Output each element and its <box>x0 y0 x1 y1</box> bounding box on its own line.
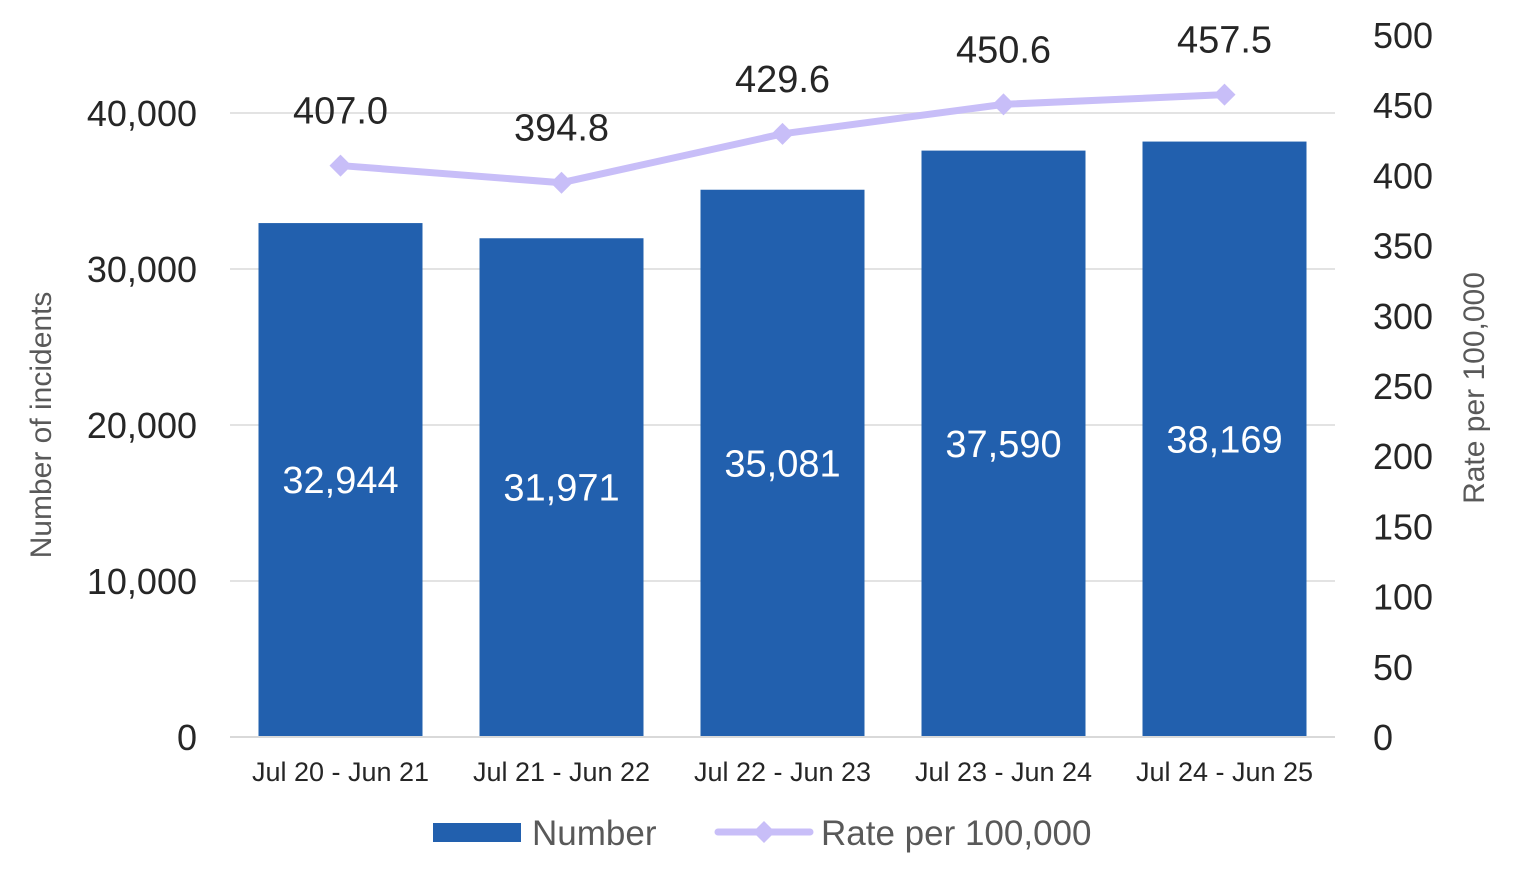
bar-3 <box>700 189 865 738</box>
bar-1 <box>258 223 423 737</box>
y-right-tick-label: 450 <box>1373 85 1433 126</box>
y-right-tick-label: 200 <box>1373 436 1433 477</box>
y-right-tick-label: 50 <box>1373 647 1413 688</box>
x-category-label: Jul 23 - Jun 24 <box>915 757 1092 787</box>
bar-data-label: 32,944 <box>282 460 398 502</box>
bar-data-label: 37,590 <box>945 424 1061 466</box>
rate-marker-1 <box>329 154 352 177</box>
line-data-label: 394.8 <box>514 108 609 150</box>
y-right-tick-label: 350 <box>1373 226 1433 267</box>
legend-label-rate: Rate per 100,000 <box>821 814 1091 853</box>
x-category-label: Jul 21 - Jun 22 <box>473 757 650 787</box>
bar-data-label: 35,081 <box>724 443 840 485</box>
y-right-tick-label: 0 <box>1373 717 1393 758</box>
y-right-tick-label: 500 <box>1373 15 1433 56</box>
x-category-label: Jul 24 - Jun 25 <box>1136 757 1313 787</box>
y-right-tick-label: 300 <box>1373 296 1433 337</box>
y-right-tick-label: 100 <box>1373 577 1433 618</box>
line-data-label: 429.6 <box>735 59 830 101</box>
legend-label-number: Number <box>532 814 657 853</box>
bar-2 <box>479 238 644 738</box>
rate-marker-4 <box>992 93 1015 116</box>
rate-marker-2 <box>550 171 573 194</box>
y-left-tick-label: 20,000 <box>87 405 197 446</box>
y-left-tick-label: 30,000 <box>87 249 197 290</box>
bar-data-label: 38,169 <box>1166 419 1282 461</box>
bar-data-label: 31,971 <box>503 468 619 510</box>
legend-marker-rate <box>753 821 775 843</box>
y-right-tick-label: 250 <box>1373 366 1433 407</box>
line-data-label: 450.6 <box>956 29 1051 71</box>
y-left-tick-label: 40,000 <box>87 93 197 134</box>
y-right-axis-title: Rate per 100,000 <box>1458 272 1491 504</box>
x-category-label: Jul 20 - Jun 21 <box>252 757 429 787</box>
bar-4 <box>921 150 1086 737</box>
y-left-tick-label: 0 <box>177 717 197 758</box>
x-category-label: Jul 22 - Jun 23 <box>694 757 871 787</box>
y-right-tick-label: 150 <box>1373 506 1433 547</box>
line-data-label: 457.5 <box>1177 20 1272 62</box>
rate-marker-5 <box>1213 83 1236 106</box>
bar-5 <box>1142 141 1307 737</box>
legend-swatch-number <box>433 823 521 842</box>
rate-marker-3 <box>771 122 794 145</box>
y-left-axis-title: Number of incidents <box>25 292 58 559</box>
y-left-tick-label: 10,000 <box>87 561 197 602</box>
y-right-tick-label: 400 <box>1373 155 1433 196</box>
line-data-label: 407.0 <box>293 91 388 133</box>
